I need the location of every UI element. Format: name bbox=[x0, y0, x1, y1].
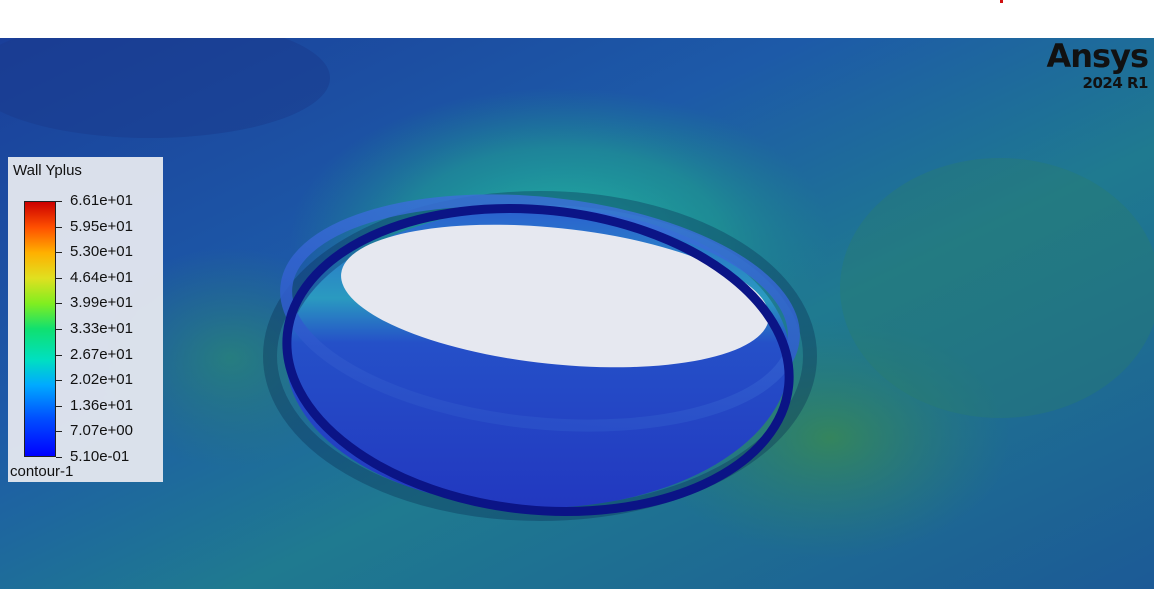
red-marker bbox=[1000, 0, 1003, 3]
top-bar bbox=[0, 0, 1154, 38]
ansys-logo: Ansys 2024 R1 bbox=[1047, 40, 1149, 92]
contour-render bbox=[0, 38, 1154, 589]
colorbar-legend[interactable]: Wall Yplus 6.61e+01 5.95e+01 5.30e+01 4.… bbox=[8, 157, 163, 482]
brand-version: 2024 R1 bbox=[1082, 74, 1149, 92]
legend-tick-label: 5.95e+01 bbox=[70, 217, 133, 235]
legend-tick-labels: 6.61e+01 5.95e+01 5.30e+01 4.64e+01 3.99… bbox=[56, 192, 161, 465]
legend-tick-label: 1.36e+01 bbox=[70, 396, 133, 414]
legend-title: Wall Yplus bbox=[13, 162, 82, 179]
legend-tick-label: 6.61e+01 bbox=[70, 192, 133, 209]
color-scale-bar bbox=[24, 201, 56, 457]
graphics-viewport[interactable] bbox=[0, 38, 1154, 589]
brand-name: Ansys bbox=[1046, 37, 1149, 75]
legend-tick-label: 3.33e+01 bbox=[70, 320, 133, 337]
legend-tick-label: 5.10e-01 bbox=[70, 448, 130, 465]
legend-tick-label: 3.99e+01 bbox=[70, 294, 133, 312]
legend-tick-label: 2.02e+01 bbox=[70, 371, 133, 389]
legend-tick-label: 7.07e+00 bbox=[70, 422, 133, 440]
legend-tick-label: 4.64e+01 bbox=[70, 268, 133, 286]
legend-tick-label: 5.30e+01 bbox=[70, 243, 133, 261]
legend-tick-label: 2.67e+01 bbox=[70, 345, 133, 363]
legend-footer: contour-1 bbox=[10, 463, 74, 480]
